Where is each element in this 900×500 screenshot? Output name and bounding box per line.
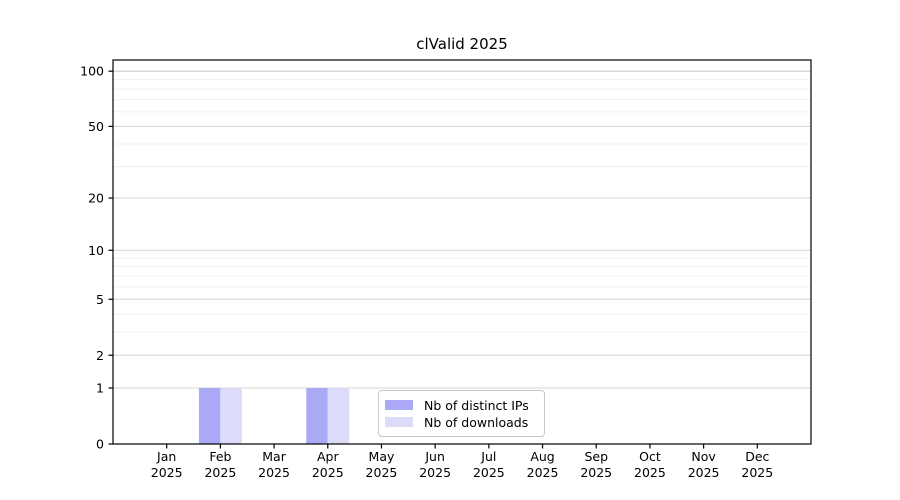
x-tick-label-year: 2025 — [473, 465, 505, 480]
chart-title: clValid 2025 — [416, 35, 508, 53]
x-tick-label-year: 2025 — [741, 465, 773, 480]
x-tick-label-year: 2025 — [258, 465, 290, 480]
legend-item-downloads: Nb of downloads — [385, 414, 536, 430]
x-tick-label-year: 2025 — [527, 465, 559, 480]
legend: Nb of distinct IPs Nb of downloads — [378, 390, 545, 437]
legend-label-downloads: Nb of downloads — [424, 414, 529, 430]
x-tick-label-month: Jan — [156, 449, 176, 464]
bar-feb-downloads — [220, 388, 242, 444]
y-tick-label: 1 — [96, 381, 104, 396]
x-tick-label-month: May — [369, 449, 395, 464]
y-tick-label: 20 — [88, 191, 104, 206]
x-tick-label-month: Apr — [317, 449, 339, 464]
x-tick-label-month: Nov — [691, 449, 716, 464]
x-tick-label-month: Aug — [530, 449, 554, 464]
x-tick-label-month: Jul — [480, 449, 496, 464]
x-tick-label-year: 2025 — [634, 465, 666, 480]
y-tick-label: 0 — [96, 437, 104, 452]
legend-swatch-downloads — [385, 417, 413, 427]
legend-label-distinct-ips: Nb of distinct IPs — [424, 397, 529, 413]
x-tick-label-month: Jun — [424, 449, 445, 464]
bar-feb-distinct-ips — [198, 388, 221, 444]
x-tick-label-month: Mar — [262, 449, 286, 464]
plot-border — [112, 59, 812, 445]
x-tick-label-year: 2025 — [366, 465, 398, 480]
y-tick-label: 5 — [96, 292, 104, 307]
x-tick-label-year: 2025 — [312, 465, 344, 480]
bar-apr-downloads — [327, 388, 350, 444]
x-tick-label-year: 2025 — [151, 465, 183, 480]
x-tick-label-month: Dec — [745, 449, 769, 464]
x-tick-label-year: 2025 — [580, 465, 612, 480]
x-tick-label-month: Feb — [209, 449, 231, 464]
legend-item-distinct-ips: Nb of distinct IPs — [385, 397, 536, 413]
x-tick-label-year: 2025 — [419, 465, 451, 480]
x-tick-label-year: 2025 — [688, 465, 720, 480]
y-tick-label: 50 — [88, 119, 104, 134]
x-tick-label-year: 2025 — [204, 465, 236, 480]
y-tick-label: 10 — [88, 243, 104, 258]
y-tick-label: 100 — [80, 64, 104, 79]
x-tick-label-month: Sep — [584, 449, 608, 464]
bar-apr-distinct-ips — [306, 388, 328, 444]
legend-swatch-distinct-ips — [385, 400, 413, 410]
y-tick-label: 2 — [96, 348, 104, 363]
x-tick-label-month: Oct — [639, 449, 661, 464]
